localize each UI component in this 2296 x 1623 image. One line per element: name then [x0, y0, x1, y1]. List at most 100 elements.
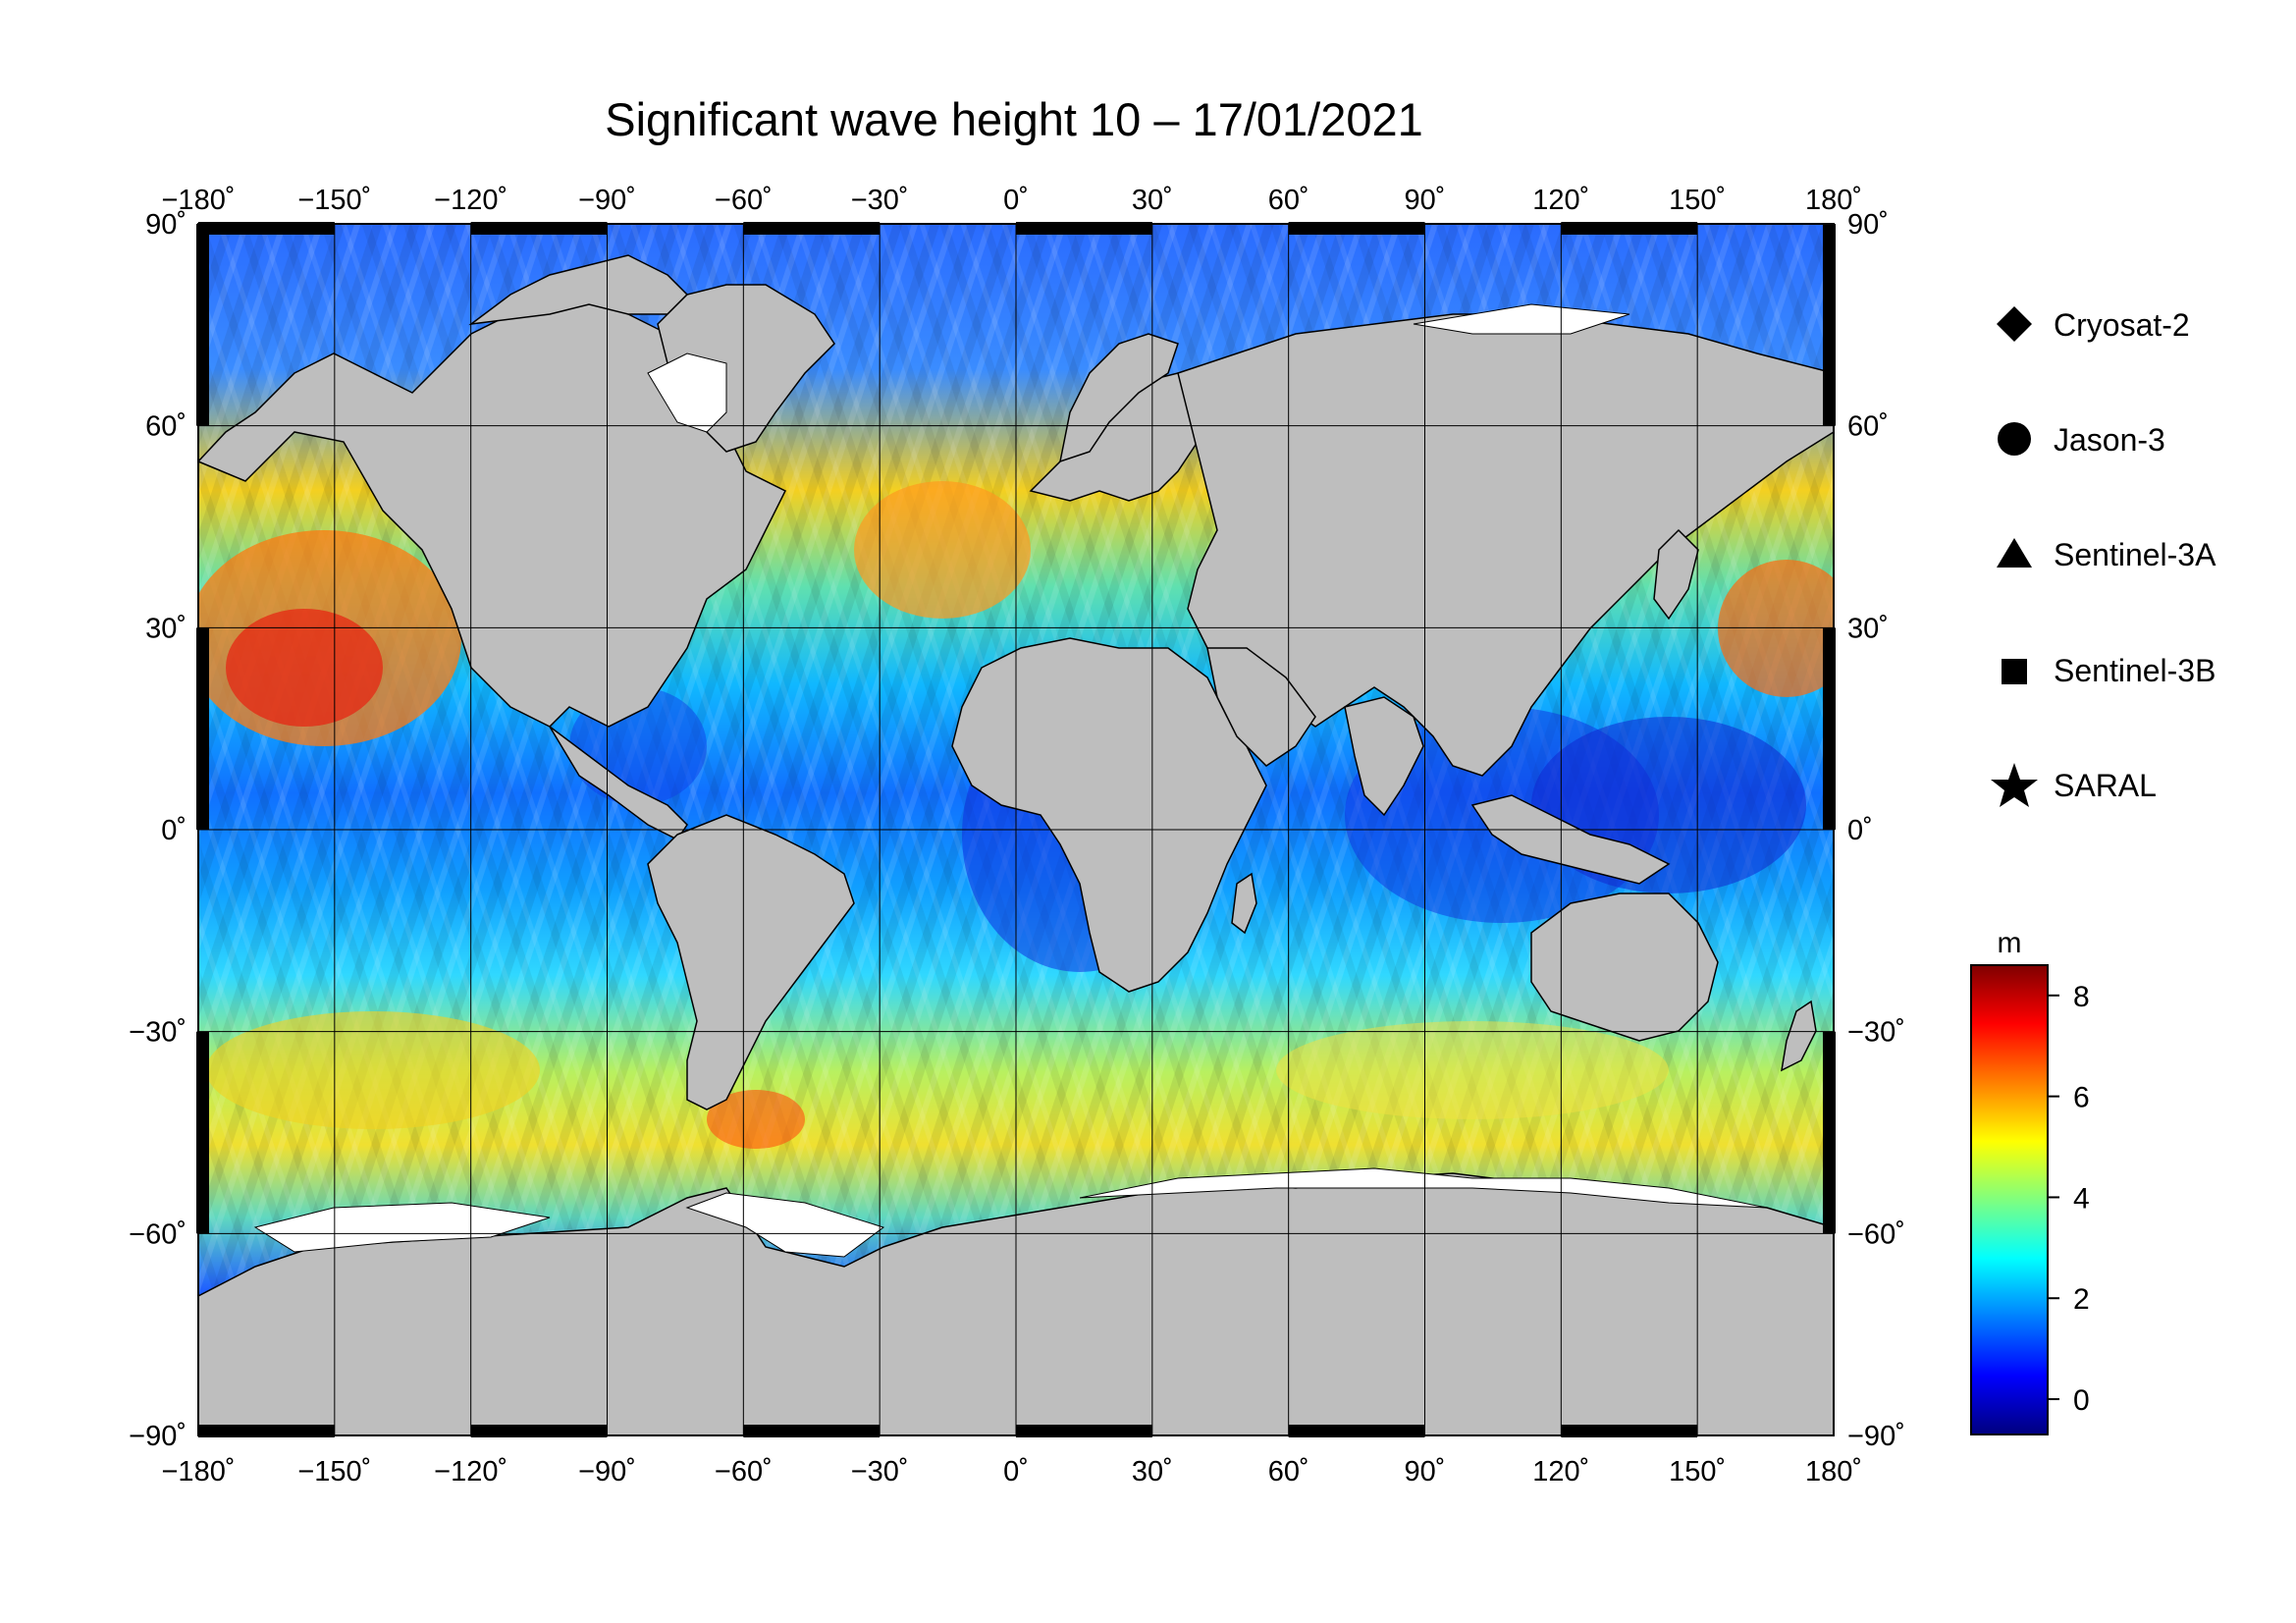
lat-label-right: 30˚: [1847, 613, 1889, 644]
frame-bar-right: [1823, 627, 1836, 830]
lon-label-top: −90˚: [578, 185, 636, 216]
asia: [1177, 313, 1834, 777]
lon-label-bottom: 180˚: [1805, 1456, 1862, 1488]
lon-label-top: 180˚: [1805, 185, 1862, 216]
circle-icon: [1998, 422, 2031, 456]
lon-label-top: −60˚: [715, 185, 773, 216]
lat-label-right: 0˚: [1847, 815, 1873, 846]
latitude-labels-right: 90˚ 60˚ 30˚ 0˚ −30˚ −60˚ −90˚: [1847, 209, 1905, 1452]
japan: [1653, 528, 1699, 621]
frame-bar-left: [196, 627, 209, 830]
legend-label-jason-3: Jason-3: [2054, 422, 2165, 458]
high-wave-regions: [198, 481, 1834, 1149]
scandinavia: [1059, 333, 1179, 463]
colorbar-ticks: 8 6 4 2 0: [2048, 981, 2090, 1417]
frame-bar-left: [196, 224, 209, 426]
colorbar-tick-label: 8: [2073, 981, 2090, 1013]
new-zealand: [1781, 1000, 1817, 1072]
lon-label-top: 90˚: [1405, 185, 1446, 216]
lat-label-left: 90˚: [145, 209, 187, 241]
lon-label-top: −120˚: [434, 185, 507, 216]
graticule: [198, 224, 1834, 1435]
lon-label-bottom: −180˚: [162, 1456, 236, 1488]
lat-label-right: −90˚: [1847, 1421, 1905, 1452]
map-title: Significant wave height 10 – 17/01/2021: [605, 93, 1423, 145]
north-america: [198, 294, 787, 728]
colorbar-tick-label: 2: [2073, 1283, 2090, 1316]
colorbar-tick-label: 6: [2073, 1082, 2090, 1114]
frame-bar-bottom: [1561, 1425, 1698, 1437]
frame-bar-top: [198, 222, 335, 235]
south-america: [647, 814, 855, 1110]
frame-bar-bottom: [1288, 1425, 1425, 1437]
lon-label-top: 150˚: [1669, 185, 1726, 216]
lon-label-bottom: 0˚: [1003, 1456, 1029, 1488]
lon-label-bottom: −90˚: [578, 1456, 636, 1488]
lat-label-left: −60˚: [129, 1218, 187, 1250]
lon-label-bottom: −30˚: [851, 1456, 909, 1488]
frame-bar-top: [1561, 222, 1698, 235]
frame-bar-bottom: [198, 1425, 335, 1437]
frame-bar-top: [470, 222, 608, 235]
australia: [1530, 893, 1719, 1042]
legend-item-jason-3: Jason-3: [1998, 422, 2165, 458]
africa: [951, 637, 1267, 993]
legend-label-sentinel-3b: Sentinel-3B: [2054, 653, 2216, 688]
lat-label-left: 60˚: [145, 411, 187, 443]
lat-label-left: 0˚: [161, 815, 187, 846]
madagascar: [1231, 872, 1257, 935]
legend-label-saral: SARAL: [2054, 768, 2157, 803]
lon-label-top: −30˚: [851, 185, 909, 216]
longitude-labels-top: −180˚ −150˚ −120˚ −90˚ −60˚ −30˚ 0˚ 30˚ 60˚ 90˚ 12…: [162, 185, 1863, 216]
lon-label-top: 120˚: [1532, 185, 1589, 216]
india: [1344, 696, 1424, 817]
colorbar-unit: m: [1998, 927, 2022, 959]
frame-bar-right: [1823, 1031, 1836, 1234]
lon-label-bottom: 60˚: [1268, 1456, 1309, 1488]
lon-label-bottom: 90˚: [1405, 1456, 1446, 1488]
lon-label-top: −180˚: [162, 185, 236, 216]
latitude-labels-left: 90˚ 60˚ 30˚ 0˚ −30˚ −60˚ −90˚: [129, 209, 187, 1452]
lon-label-top: −150˚: [297, 185, 371, 216]
lat-label-left: 30˚: [145, 613, 187, 644]
lat-label-right: 90˚: [1847, 209, 1889, 241]
frame-bar-bottom: [470, 1425, 608, 1437]
legend-item-cryosat-2: Cryosat-2: [1997, 306, 2190, 343]
lon-label-bottom: −60˚: [715, 1456, 773, 1488]
lat-label-right: −30˚: [1847, 1017, 1905, 1049]
lon-label-bottom: −120˚: [434, 1456, 507, 1488]
lon-label-top: 30˚: [1132, 185, 1173, 216]
lon-label-top: 0˚: [1003, 185, 1029, 216]
frame-bar-top: [1288, 222, 1425, 235]
southeast-asia-islands: [1470, 794, 1671, 885]
frame-bar-left: [196, 1031, 209, 1234]
square-icon: [2002, 659, 2027, 684]
map-area: [198, 224, 1834, 1435]
colorbar: m 8 6 4 2 0: [1970, 927, 2090, 1435]
frame-bar-right: [1823, 224, 1836, 426]
frame-tick-bars: [196, 222, 1836, 1437]
lon-label-bottom: 150˚: [1669, 1456, 1726, 1488]
satellite-legend: Cryosat-2 Jason-3 Sentinel-3A Sentinel-3…: [1991, 306, 2216, 807]
colorbar-gradient: [1970, 964, 2049, 1435]
lon-label-bottom: 30˚: [1132, 1456, 1173, 1488]
legend-item-sentinel-3b: Sentinel-3B: [2002, 653, 2216, 688]
arctic-islands: [468, 254, 689, 326]
lon-label-top: 60˚: [1268, 185, 1309, 216]
frame-bar-top: [1016, 222, 1152, 235]
frame-bar-bottom: [743, 1425, 881, 1437]
frame-bar-top: [743, 222, 881, 235]
lat-label-right: 60˚: [1847, 411, 1889, 443]
no-data-ice: [253, 303, 1768, 1258]
legend-label-cryosat-2: Cryosat-2: [2054, 307, 2190, 343]
lon-label-bottom: 120˚: [1532, 1456, 1589, 1488]
lon-label-bottom: −150˚: [297, 1456, 371, 1488]
longitude-labels-bottom: −180˚ −150˚ −120˚ −90˚ −60˚ −30˚ 0˚ 30˚ 60˚ 90˚ 12…: [162, 1456, 1863, 1488]
frame-bar-bottom: [1016, 1425, 1152, 1437]
legend-item-sentinel-3a: Sentinel-3A: [1997, 537, 2216, 572]
lat-label-left: −90˚: [129, 1421, 187, 1452]
colorbar-tick-label: 4: [2073, 1182, 2090, 1215]
legend-label-sentinel-3a: Sentinel-3A: [2054, 537, 2216, 572]
lat-label-right: −60˚: [1847, 1218, 1905, 1250]
